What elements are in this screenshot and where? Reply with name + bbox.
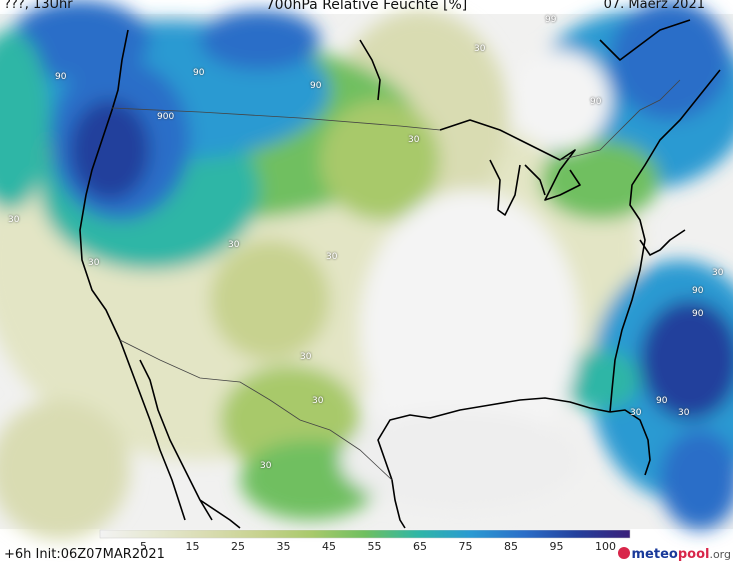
contour-label: 90: [656, 396, 668, 406]
contour-label: 30: [228, 240, 240, 250]
legend-tick-label: 15: [185, 540, 200, 553]
legend-ticks: 5 15 25 35 45 55 65 75 85 95 100: [0, 540, 733, 554]
forecast-time: ???, 13Uhr: [4, 0, 73, 12]
contour-label: 30: [88, 258, 100, 268]
contour-label: 30: [312, 396, 324, 406]
contour-label: 30: [8, 215, 20, 225]
borders: [111, 79, 681, 481]
contour-label: 90: [310, 81, 322, 91]
legend-ramp: [99, 529, 631, 539]
humidity-field: [0, 0, 733, 540]
legend-tick-label: 95: [549, 540, 564, 553]
legend-tick-label: 100: [595, 540, 616, 553]
contour-label: 99: [545, 15, 557, 25]
legend-tick-label: 65: [413, 540, 427, 553]
contour-label: 90: [692, 286, 704, 296]
contour-label: 30: [474, 44, 486, 54]
map-title: 700hPa Relative Feuchte [%]: [265, 0, 468, 13]
legend-tick-label: 85: [504, 540, 518, 553]
legend-tick-label: 5: [140, 540, 147, 553]
legend-tick-label: 35: [276, 540, 291, 553]
contour-label: 90: [692, 309, 704, 319]
model-run: +6h Init:06Z07MAR2021: [4, 547, 165, 562]
contour-label: 30: [260, 461, 272, 471]
contour-label: 90: [590, 97, 602, 107]
meteopool-logo[interactable]: meteopool.org: [617, 547, 731, 562]
contour-label: 90: [55, 72, 67, 82]
contour-label: 30: [630, 408, 642, 418]
legend-tick-label: 45: [322, 540, 336, 553]
legend-tick-label: 55: [367, 540, 382, 553]
forecast-date: 07. Maerz 2021: [603, 0, 705, 12]
coastlines: [79, 19, 721, 529]
contour-label: 30: [408, 135, 420, 145]
legend-tick-label: 75: [458, 540, 473, 553]
logo-mark-icon: [617, 547, 630, 559]
contour-label: 30: [326, 252, 338, 262]
contour-label: 30: [678, 408, 690, 418]
contour-label: 30: [712, 268, 724, 278]
legend-tick-label: 25: [231, 540, 245, 553]
contour-label: 900: [157, 112, 175, 122]
contour-label: 30: [300, 352, 312, 362]
contour-label: 90: [193, 68, 205, 78]
